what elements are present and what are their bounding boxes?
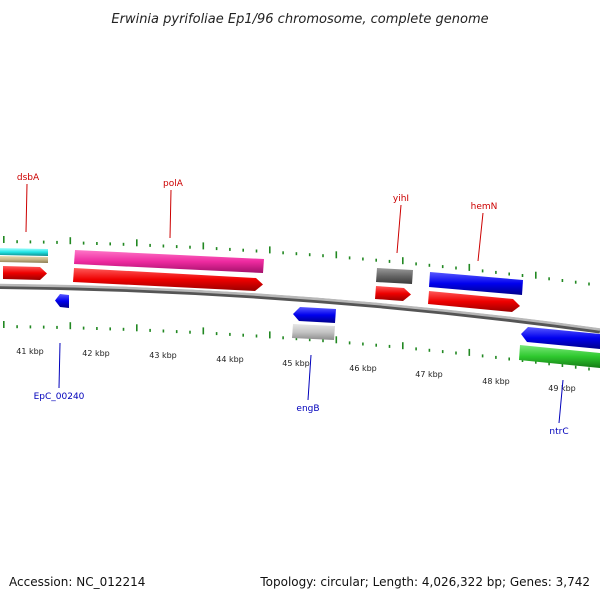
scale-label-44: 44 kbp	[216, 355, 244, 364]
leader-dsbA	[25, 183, 28, 233]
label-hemN[interactable]: hemN	[471, 202, 498, 212]
gene-polA[interactable]	[73, 268, 263, 291]
label-polA[interactable]: polA	[163, 179, 184, 189]
map-title: Erwinia pyrifoliae Ep1/96 chromosome, co…	[111, 12, 488, 27]
gene-dsbA[interactable]	[3, 266, 47, 280]
leader-engB	[307, 354, 312, 401]
gene-engB[interactable]	[293, 307, 336, 323]
leader-polA	[169, 189, 172, 239]
scale-label-41: 41 kbp	[16, 347, 44, 356]
label-ntrC[interactable]: ntrC	[549, 427, 568, 437]
gene-hemN[interactable]	[428, 291, 520, 312]
gene-green[interactable]	[519, 345, 600, 368]
leader-ntrC	[558, 379, 564, 424]
label-yihI[interactable]: yihI	[393, 194, 409, 204]
label-leaders	[25, 183, 564, 424]
scale-label-42: 42 kbp	[82, 349, 110, 358]
label-engB[interactable]: engB	[296, 404, 319, 414]
scale-labels: 41 kbp 42 kbp 43 kbp 44 kbp 45 kbp 46 kb…	[16, 347, 576, 393]
label-EpC_00240[interactable]: EpC_00240	[34, 392, 85, 402]
gene-labels: dsbA polA yihI hemN EpC_00240 engB ntrC	[17, 173, 569, 437]
gene-ntrC[interactable]	[521, 327, 600, 349]
scale-label-45: 45 kbp	[282, 359, 310, 368]
gene-darkgray[interactable]	[376, 268, 413, 284]
gene-pink-polA-outer[interactable]	[74, 250, 264, 273]
gene-yihI[interactable]	[375, 286, 411, 301]
gene-EpC_00240[interactable]	[55, 294, 69, 308]
gene-lightgray[interactable]	[292, 324, 335, 340]
gene-features	[0, 248, 600, 368]
backbone-shadow	[0, 284, 600, 334]
scale-label-46: 46 kbp	[349, 364, 377, 373]
leader-EpC_00240	[58, 342, 61, 389]
label-dsbA[interactable]: dsbA	[17, 173, 40, 183]
scale-label-47: 47 kbp	[415, 370, 443, 379]
leader-yihI	[396, 204, 402, 254]
scale-ticks-outer	[2, 236, 590, 286]
scale-label-43: 43 kbp	[149, 351, 177, 360]
scale-label-48: 48 kbp	[482, 377, 510, 386]
summary-text: Topology: circular; Length: 4,026,322 bp…	[259, 575, 590, 589]
leader-hemN	[477, 212, 484, 262]
backbone	[0, 283, 600, 331]
gene-tan-partial[interactable]	[0, 256, 48, 263]
gene-cyan-partial[interactable]	[0, 248, 48, 256]
accession-text: Accession: NC_012214	[9, 575, 145, 589]
gene-blue-hemN-outer[interactable]	[429, 272, 523, 295]
